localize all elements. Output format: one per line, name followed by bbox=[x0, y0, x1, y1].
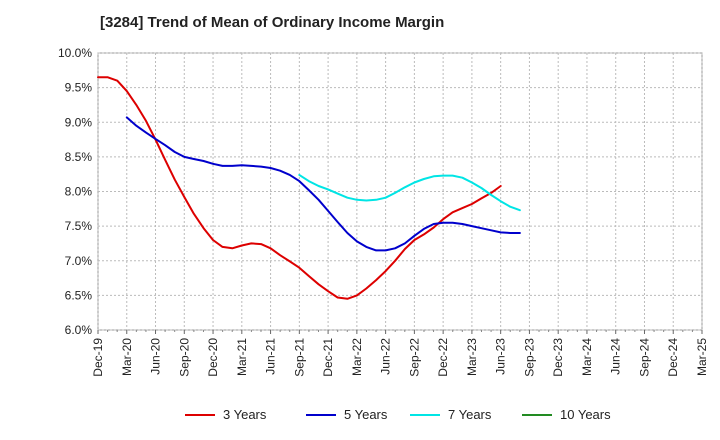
x-tick-label: Jun-23 bbox=[494, 338, 508, 375]
x-tick-label: Sep-23 bbox=[522, 338, 536, 377]
y-tick-label: 6.5% bbox=[65, 288, 93, 302]
x-tick-label: Mar-21 bbox=[235, 338, 249, 376]
x-tick-label: Dec-23 bbox=[551, 338, 565, 377]
legend-label-10-years: 10 Years bbox=[560, 407, 611, 422]
legend-label-7-years: 7 Years bbox=[448, 407, 492, 422]
y-tick-label: 7.0% bbox=[65, 254, 93, 268]
x-tick-label: Jun-21 bbox=[264, 338, 278, 375]
series-line-7-years bbox=[298, 173, 521, 212]
legend-label-5-years: 5 Years bbox=[344, 407, 388, 422]
legend-label-3-years: 3 Years bbox=[223, 407, 267, 422]
x-tick-label: Mar-24 bbox=[580, 338, 594, 376]
x-tick-label: Mar-25 bbox=[695, 338, 709, 376]
series-line-3-years bbox=[97, 76, 502, 300]
x-tick-label: Dec-19 bbox=[91, 338, 105, 377]
x-tick-label: Sep-22 bbox=[407, 338, 421, 377]
x-tick-label: Sep-24 bbox=[637, 338, 651, 377]
y-tick-label: 8.5% bbox=[65, 150, 93, 164]
x-tick-label: Mar-22 bbox=[350, 338, 364, 376]
chart-title: [3284] Trend of Mean of Ordinary Income … bbox=[100, 14, 445, 31]
y-tick-label: 10.0% bbox=[58, 46, 92, 60]
x-tick-label: Dec-21 bbox=[321, 338, 335, 377]
x-tick-label: Jun-20 bbox=[149, 338, 163, 375]
x-tick-label: Jun-22 bbox=[379, 338, 393, 375]
series-line-5-years bbox=[125, 116, 521, 252]
x-tick-label: Sep-21 bbox=[292, 338, 306, 377]
x-tick-label: Sep-20 bbox=[177, 338, 191, 377]
y-tick-label: 7.5% bbox=[65, 219, 93, 233]
x-tick-label: Mar-20 bbox=[120, 338, 134, 376]
y-tick-label: 8.0% bbox=[65, 185, 93, 199]
x-tick-label: Dec-24 bbox=[666, 338, 680, 377]
x-tick-label: Jun-24 bbox=[609, 338, 623, 375]
x-tick-label: Mar-23 bbox=[465, 338, 479, 376]
y-tick-label: 9.0% bbox=[65, 115, 93, 129]
y-tick-label: 9.5% bbox=[65, 81, 93, 95]
x-tick-label: Dec-20 bbox=[206, 338, 220, 377]
y-tick-label: 6.0% bbox=[65, 323, 93, 337]
x-tick-label: Dec-22 bbox=[436, 338, 450, 377]
